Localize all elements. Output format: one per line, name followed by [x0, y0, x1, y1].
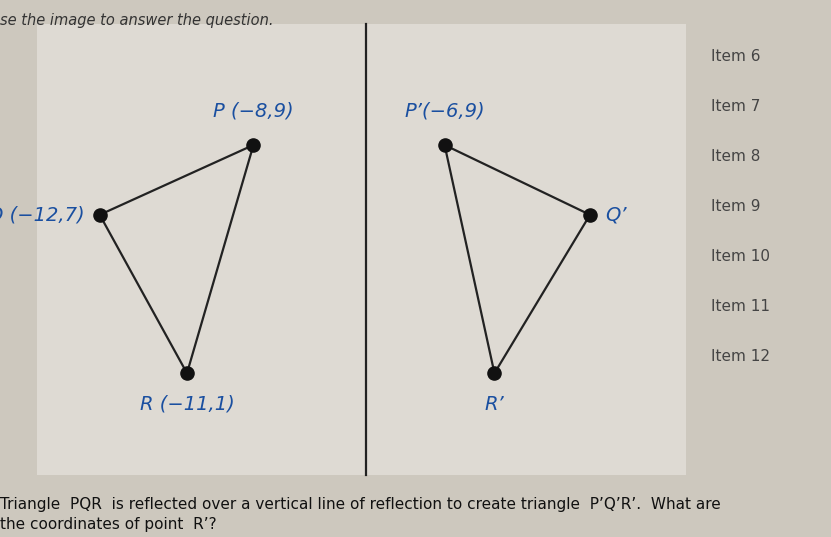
Text: se the image to answer the question.: se the image to answer the question.	[0, 13, 273, 28]
Text: Item 8: Item 8	[711, 149, 760, 164]
Text: P’(−6,9): P’(−6,9)	[404, 102, 485, 121]
Text: Triangle  PQR  is reflected over a vertical line of reflection to create triangl: Triangle PQR is reflected over a vertica…	[0, 497, 720, 512]
Text: Item 10: Item 10	[711, 249, 770, 264]
Text: Q (−12,7): Q (−12,7)	[0, 205, 85, 224]
Text: the coordinates of point  R’?: the coordinates of point R’?	[0, 517, 217, 532]
Text: R’: R’	[484, 395, 504, 413]
Text: R (−11,1): R (−11,1)	[140, 395, 234, 413]
Point	[488, 369, 501, 378]
Text: Item 7: Item 7	[711, 99, 760, 114]
Bar	[37, 24, 686, 475]
Text: Item 6: Item 6	[711, 49, 760, 64]
Text: Item 11: Item 11	[711, 299, 770, 314]
Text: Item 12: Item 12	[711, 349, 770, 364]
Text: P (−8,9): P (−8,9)	[213, 102, 294, 121]
Point	[93, 211, 106, 219]
Text: Q’: Q’	[605, 205, 627, 224]
Point	[438, 141, 451, 149]
Point	[247, 141, 260, 149]
Point	[583, 211, 597, 219]
Point	[180, 369, 194, 378]
Text: Item 9: Item 9	[711, 199, 760, 214]
